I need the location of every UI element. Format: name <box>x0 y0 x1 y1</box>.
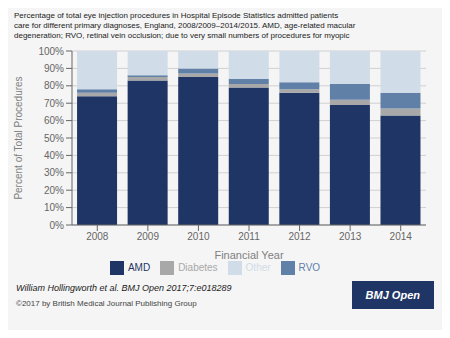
svg-text:20%: 20% <box>44 185 64 196</box>
svg-text:2013: 2013 <box>339 231 362 242</box>
html-text:Diabetes: Diabetes <box>178 261 218 273</box>
svg-text:100%: 100% <box>38 46 64 57</box>
html-text:degeneration; RVO, retinal vei: degeneration; RVO, retinal vein occlusio… <box>14 31 350 40</box>
svg-text:2008: 2008 <box>86 231 109 242</box>
svg-text:80%: 80% <box>44 80 64 91</box>
svg-text:0%: 0% <box>50 220 65 231</box>
svg-text:2014: 2014 <box>390 231 413 242</box>
svg-text:40%: 40% <box>44 150 64 161</box>
svg-text:50%: 50% <box>44 133 64 144</box>
svg-text:Financial Year: Financial Year <box>214 249 283 261</box>
svg-text:2012: 2012 <box>288 231 311 242</box>
svg-text:2009: 2009 <box>137 231 160 242</box>
html-text:BMJ Open: BMJ Open <box>365 289 420 301</box>
html-text:AMD: AMD <box>127 261 151 273</box>
html-text:RVO: RVO <box>298 261 321 273</box>
html-text:care for different primary dia: care for different primary diagnoses, En… <box>14 21 356 30</box>
svg-text:10%: 10% <box>44 202 64 213</box>
svg-text:2010: 2010 <box>187 231 210 242</box>
svg-text:Percent of Total Procedures: Percent of Total Procedures <box>13 76 24 199</box>
svg-text:70%: 70% <box>44 98 64 109</box>
html-text:Percentage of total eye inject: Percentage of total eye injection proced… <box>14 11 339 20</box>
svg-text:30%: 30% <box>44 167 64 178</box>
html-text:William Hollingworth et al. BM: William Hollingworth et al. BMJ Open 201… <box>16 282 232 293</box>
svg-text:60%: 60% <box>44 115 64 126</box>
html-text:Other: Other <box>245 261 271 273</box>
svg-text:2011: 2011 <box>238 231 260 242</box>
svg-text:90%: 90% <box>44 63 64 74</box>
html-text:©2017 by British Medical Journ: ©2017 by British Medical Journal Publish… <box>16 298 197 308</box>
